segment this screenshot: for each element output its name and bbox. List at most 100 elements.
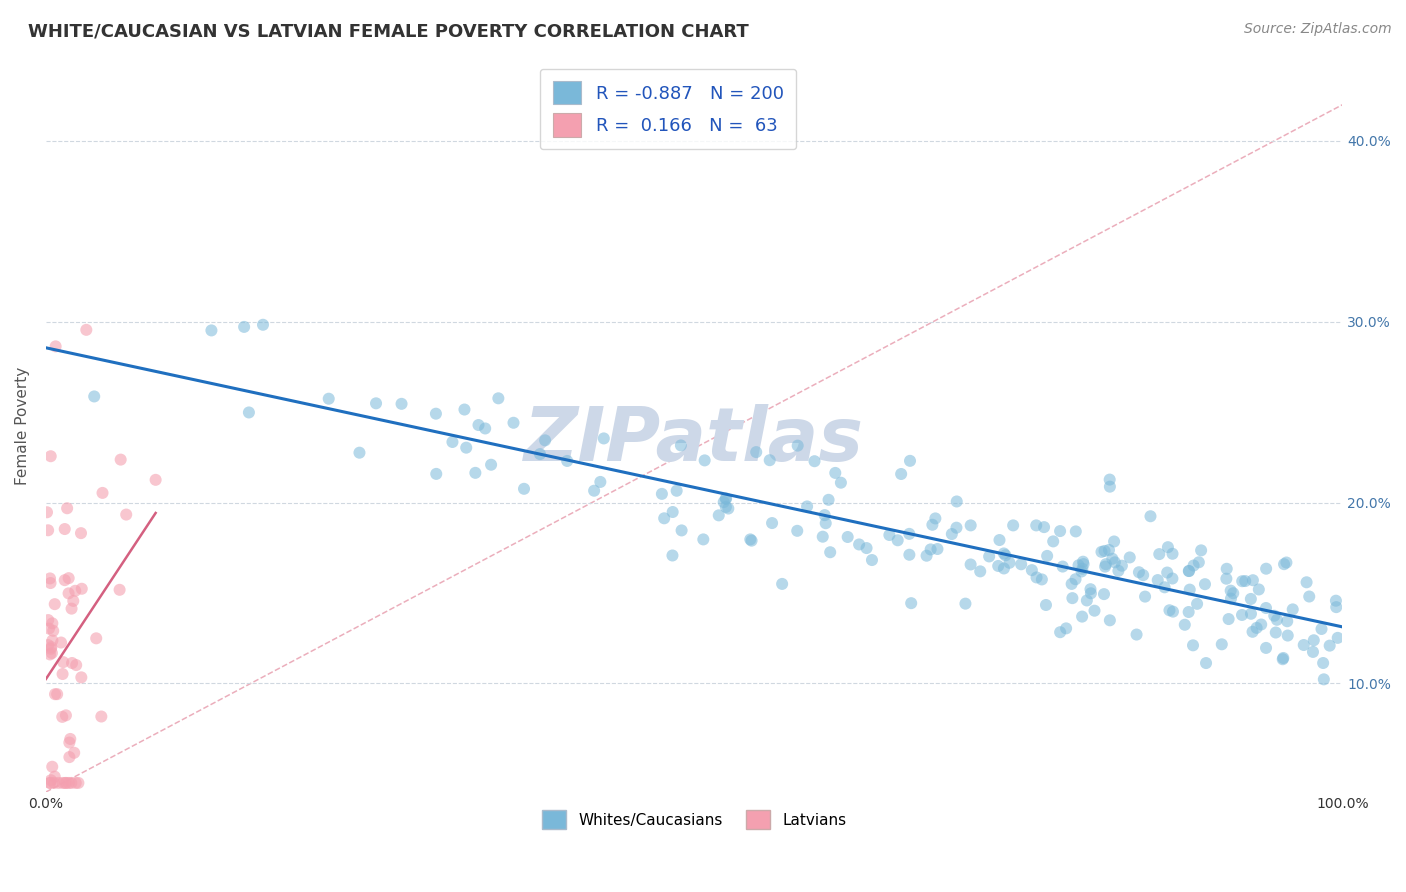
- Point: [1119, 550, 1142, 565]
- Point: [1025, 518, 1047, 533]
- Point: [534, 434, 557, 448]
- Point: [1263, 608, 1285, 623]
- Point: [1128, 566, 1150, 580]
- Point: [1271, 652, 1294, 666]
- Point: [62, 594, 84, 608]
- Point: [669, 438, 692, 452]
- Point: [49, 635, 72, 649]
- Point: [1042, 534, 1064, 549]
- Point: [740, 533, 762, 547]
- Point: [898, 454, 921, 468]
- Point: [44, 687, 66, 701]
- Point: [115, 508, 138, 522]
- Point: [1275, 556, 1298, 570]
- Point: [786, 524, 808, 538]
- Point: [848, 537, 870, 551]
- Point: [58, 750, 80, 764]
- Point: [945, 521, 967, 535]
- Point: [486, 392, 509, 406]
- Point: [1076, 593, 1098, 607]
- Point: [65, 583, 87, 598]
- Point: [955, 597, 977, 611]
- Point: [1188, 555, 1211, 569]
- Point: [713, 495, 735, 509]
- Point: [886, 533, 908, 548]
- Point: [1031, 573, 1053, 587]
- Point: [38, 622, 60, 636]
- Point: [53, 776, 76, 790]
- Point: [745, 445, 768, 459]
- Point: [555, 454, 578, 468]
- Point: [1094, 559, 1116, 574]
- Point: [860, 553, 883, 567]
- Point: [474, 421, 496, 435]
- Point: [1222, 586, 1244, 600]
- Point: [1312, 656, 1334, 670]
- Point: [1185, 597, 1208, 611]
- Point: [994, 549, 1017, 563]
- Point: [898, 526, 921, 541]
- Point: [1218, 612, 1240, 626]
- Point: [59, 731, 82, 746]
- Point: [90, 709, 112, 723]
- Point: [52, 667, 75, 681]
- Point: [1010, 558, 1032, 572]
- Point: [1033, 520, 1056, 534]
- Point: [1035, 598, 1057, 612]
- Point: [39, 576, 62, 591]
- Point: [814, 516, 837, 531]
- Point: [1241, 624, 1264, 639]
- Point: [1080, 582, 1102, 597]
- Point: [1101, 551, 1123, 566]
- Point: [665, 483, 688, 498]
- Point: [464, 466, 486, 480]
- Point: [1272, 651, 1295, 665]
- Point: [52, 655, 75, 669]
- Point: [1071, 609, 1094, 624]
- Text: ZIPatlas: ZIPatlas: [524, 404, 865, 477]
- Point: [56, 501, 79, 516]
- Point: [83, 389, 105, 403]
- Point: [1049, 625, 1071, 640]
- Point: [252, 318, 274, 332]
- Point: [53, 573, 76, 587]
- Point: [52, 776, 75, 790]
- Point: [39, 449, 62, 463]
- Point: [796, 500, 818, 514]
- Point: [979, 549, 1001, 564]
- Point: [1049, 524, 1071, 538]
- Point: [758, 453, 780, 467]
- Point: [959, 518, 981, 533]
- Point: [661, 549, 683, 563]
- Point: [1178, 564, 1201, 578]
- Point: [1098, 480, 1121, 494]
- Point: [425, 407, 447, 421]
- Point: [761, 516, 783, 530]
- Point: [714, 491, 737, 506]
- Point: [1159, 603, 1181, 617]
- Point: [1265, 613, 1288, 627]
- Point: [60, 656, 83, 670]
- Point: [717, 501, 740, 516]
- Point: [1256, 562, 1278, 576]
- Point: [818, 545, 841, 559]
- Point: [1132, 568, 1154, 582]
- Point: [39, 773, 62, 788]
- Point: [1036, 549, 1059, 563]
- Point: [39, 776, 62, 790]
- Point: [898, 548, 921, 562]
- Text: WHITE/CAUCASIAN VS LATVIAN FEMALE POVERTY CORRELATION CHART: WHITE/CAUCASIAN VS LATVIAN FEMALE POVERT…: [28, 22, 749, 40]
- Point: [1277, 628, 1299, 642]
- Point: [592, 432, 614, 446]
- Point: [1157, 540, 1180, 554]
- Point: [53, 522, 76, 536]
- Point: [714, 500, 737, 514]
- Point: [817, 492, 839, 507]
- Point: [453, 402, 475, 417]
- Point: [927, 541, 949, 556]
- Point: [786, 439, 808, 453]
- Point: [45, 339, 67, 353]
- Point: [1178, 582, 1201, 597]
- Point: [1070, 565, 1092, 579]
- Point: [1215, 572, 1237, 586]
